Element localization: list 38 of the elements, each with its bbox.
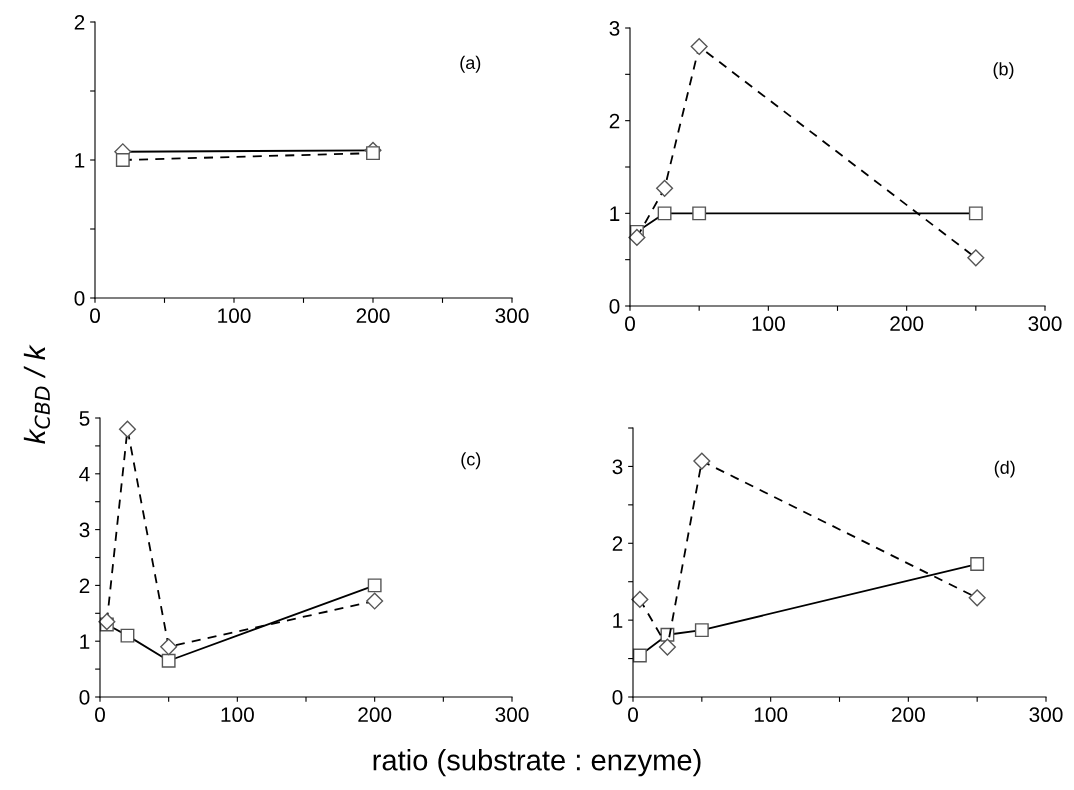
y-tick-label: 2 <box>609 113 620 129</box>
x-tick-label: 0 <box>90 308 100 324</box>
x-tick-label: 300 <box>495 707 529 723</box>
y-tick-label: 3 <box>609 21 620 36</box>
x-tick-label: 100 <box>218 308 251 324</box>
x-tick-label: 200 <box>356 308 390 324</box>
x-tick-label: 100 <box>754 707 788 723</box>
y-tick-label: 1 <box>613 613 623 628</box>
x-tick-label: 200 <box>358 707 392 723</box>
y-tick-label: 5 <box>79 411 90 426</box>
x-tick-label: 200 <box>892 707 925 723</box>
x-tick-label: 100 <box>221 707 254 723</box>
y-tick-label: 2 <box>612 536 623 551</box>
y-tick-label: 0 <box>612 690 623 705</box>
y-tick-label: 1 <box>75 153 85 168</box>
x-tick-label: 100 <box>752 316 785 332</box>
y-tick-label: 2 <box>79 578 90 593</box>
y-tick-label: 3 <box>612 459 623 475</box>
y-tick-label: 1 <box>80 634 90 649</box>
annotation: (a) <box>460 55 481 73</box>
y-tick-label: 0 <box>79 690 90 705</box>
x-tick-label: 0 <box>95 707 105 723</box>
y-tick-label: 1 <box>610 206 620 221</box>
annotation: (d) <box>994 460 1015 478</box>
x-tick-label: 0 <box>625 316 635 332</box>
x-axis-title: ratio (substrate : enzyme) <box>373 749 701 777</box>
x-tick-label: 0 <box>628 707 638 723</box>
x-tick-label: 300 <box>495 308 529 324</box>
y-tick-label: 2 <box>74 15 85 30</box>
x-tick-label: 200 <box>890 316 924 332</box>
annotation: (c) <box>461 452 481 470</box>
y-tick-label: 3 <box>79 522 90 538</box>
x-tick-label: 300 <box>1028 316 1062 332</box>
y-tick-label: 4 <box>79 467 90 482</box>
annotation: (b) <box>993 62 1014 79</box>
y-axis-title: k$_{CBD}$ / k <box>23 344 51 444</box>
x-tick-label: 300 <box>1029 707 1063 723</box>
y-tick-label: 0 <box>74 291 85 306</box>
